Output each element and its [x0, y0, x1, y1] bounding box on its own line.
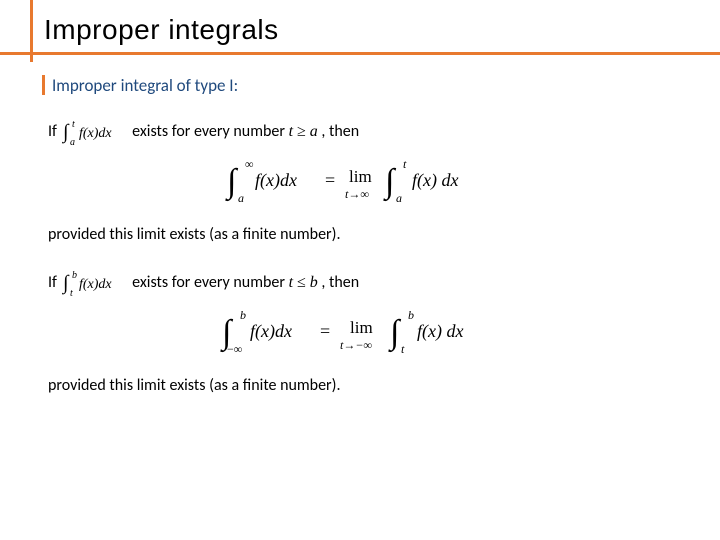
- svg-text:∫: ∫: [383, 163, 397, 202]
- part2-intro: If ∫ b t f(x)dx exists for every number …: [48, 269, 672, 297]
- subtitle-row: Improper integral of type I:: [48, 75, 672, 96]
- f2-lhs-integrand: f(x)dx: [250, 321, 292, 342]
- f1-lim: lim: [349, 167, 372, 186]
- f2-lhs-upper: b: [240, 308, 246, 322]
- f2-lhs-lower: −∞: [227, 342, 242, 355]
- svg-text:∫: ∫: [61, 121, 70, 144]
- part1-cond: t ≥ a: [289, 123, 318, 140]
- f1-rhs-upper: t: [403, 157, 407, 171]
- f1-rhs-lower: a: [396, 191, 402, 204]
- part2-mid: exists for every number: [132, 273, 288, 292]
- header-vertical-bar: [30, 0, 33, 62]
- part2-provided: provided this limit exists (as a finite …: [48, 374, 672, 398]
- f2-lim: lim: [350, 318, 373, 337]
- slide-header: Improper integrals: [0, 0, 720, 55]
- part1-mid: exists for every number: [132, 122, 288, 141]
- integral-inline-icon: ∫ b t f(x)dx: [61, 269, 129, 297]
- header-horizontal-rule: [0, 52, 720, 55]
- svg-text:∫: ∫: [225, 163, 239, 202]
- f1-lhs-lower: a: [238, 191, 244, 204]
- p2-inline-integrand: f(x)dx: [79, 277, 112, 292]
- part2-cond: t ≤ b: [289, 274, 318, 291]
- part1-prefix: If: [48, 122, 61, 141]
- subtitle: Improper integral of type I:: [48, 75, 672, 96]
- f2-rhs-integrand: f(x) dx: [417, 321, 463, 342]
- svg-text:∫: ∫: [61, 272, 70, 295]
- f2-rhs-upper: b: [408, 308, 414, 322]
- f1-lhs-upper: ∞: [245, 157, 254, 171]
- p1-inline-upper: t: [72, 119, 75, 130]
- f2-rhs-lower: t: [401, 342, 405, 355]
- f1-rhs-integrand: f(x) dx: [412, 170, 458, 191]
- p1-inline-lower: a: [70, 137, 75, 146]
- formula-1: ∫ ∞ a f(x)dx = lim t→∞ ∫ t a f(x) dx: [48, 156, 672, 209]
- svg-text:=: =: [325, 170, 335, 190]
- p1-inline-integrand: f(x)dx: [79, 126, 112, 141]
- formula-2: ∫ b −∞ f(x)dx = lim t→−∞ ∫ b t f(x) dx: [48, 307, 672, 360]
- slide-content: Improper integral of type I: If ∫ t a f(…: [0, 55, 720, 398]
- part1-intro: If ∫ t a f(x)dx exists for every number …: [48, 118, 672, 146]
- p2-inline-lower: t: [70, 288, 73, 297]
- part2-suffix: , then: [321, 273, 359, 292]
- f1-lhs-integrand: f(x)dx: [255, 170, 297, 191]
- part2-prefix: If: [48, 273, 61, 292]
- svg-text:∫: ∫: [388, 314, 402, 353]
- part1-provided: provided this limit exists (as a finite …: [48, 223, 672, 247]
- svg-text:=: =: [320, 321, 330, 341]
- integral-inline-icon: ∫ t a f(x)dx: [61, 118, 129, 146]
- part1-suffix: , then: [321, 122, 359, 141]
- page-title: Improper integrals: [0, 14, 720, 52]
- f2-lim-sub: t→−∞: [340, 338, 372, 352]
- subtitle-bar: [42, 75, 45, 95]
- p2-inline-upper: b: [72, 270, 77, 281]
- f1-lim-sub: t→∞: [345, 187, 369, 201]
